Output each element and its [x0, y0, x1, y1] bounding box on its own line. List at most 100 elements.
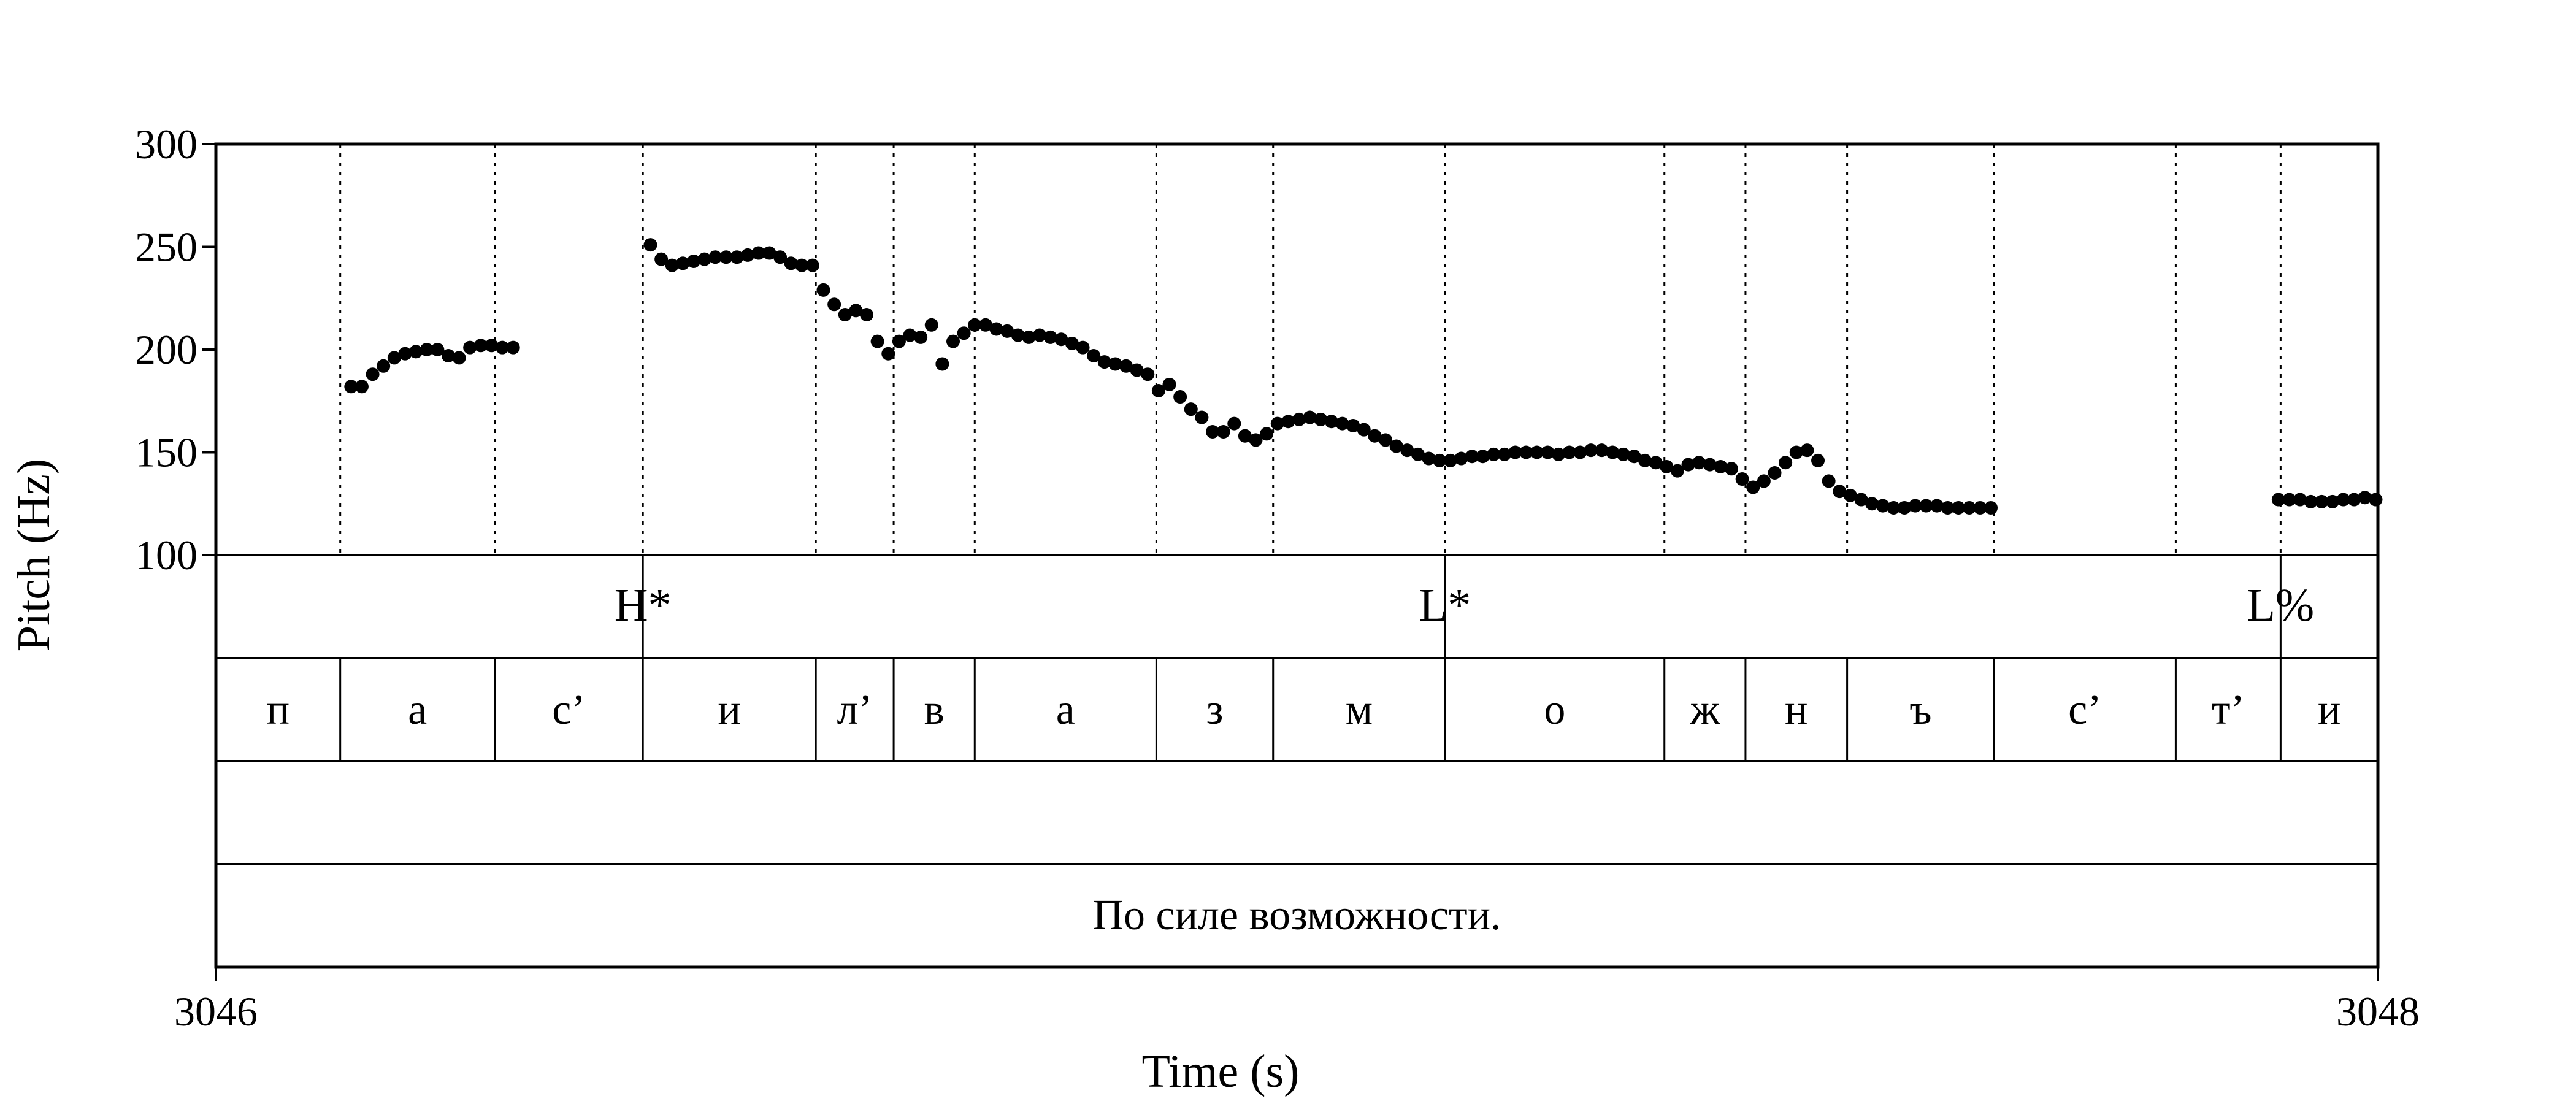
- pitch-point: [1800, 443, 1814, 458]
- pitch-point: [2347, 493, 2361, 507]
- pitch-point: [968, 318, 982, 332]
- pitch-point: [1714, 459, 1728, 473]
- segment-label: и: [718, 686, 740, 734]
- segment-label: и: [2318, 686, 2340, 734]
- pitch-point: [2369, 493, 2383, 507]
- pitch-point: [1552, 447, 1566, 461]
- pitch-point: [1962, 500, 1976, 515]
- pitch-point: [1249, 433, 1263, 447]
- pitch-point: [463, 340, 477, 355]
- pitch-point: [827, 297, 841, 312]
- pitch-point: [1681, 458, 1695, 472]
- pitch-point: [1973, 500, 1987, 515]
- pitch-point: [1789, 445, 1803, 459]
- y-tick-label: 250: [135, 224, 197, 270]
- pitch-point: [1930, 499, 1944, 513]
- pitch-point: [1735, 472, 1749, 486]
- pitch-point: [676, 256, 690, 270]
- pitch-point: [409, 345, 423, 359]
- pitch-point: [860, 308, 874, 322]
- pitch-point: [1400, 443, 1414, 458]
- pitch-point: [398, 347, 412, 361]
- segment-label: н: [1785, 686, 1807, 734]
- segment-label: с’: [552, 686, 585, 734]
- pitch-point: [2271, 493, 2285, 507]
- pitch-point: [1822, 474, 1836, 488]
- pitch-point: [387, 351, 401, 365]
- pitch-point: [1595, 443, 1609, 458]
- pitch-point: [914, 330, 928, 344]
- pitch-point: [441, 349, 455, 363]
- pitch-point: [1195, 410, 1209, 424]
- pitch-point: [366, 367, 380, 381]
- pitch-point: [935, 357, 949, 371]
- pitch-point: [1606, 445, 1620, 459]
- pitch-point: [1519, 445, 1533, 459]
- pitch-point: [1335, 416, 1349, 431]
- pitch-point: [1779, 456, 1793, 470]
- pitch-point: [1260, 427, 1274, 441]
- pitch-point: [816, 283, 830, 297]
- pitch-point: [1184, 402, 1198, 416]
- tone-label: L*: [1419, 580, 1471, 631]
- pitch-point: [1919, 499, 1933, 513]
- pitch-point: [1238, 429, 1252, 443]
- pitch-point: [2293, 493, 2307, 507]
- x-tick-label: 3046: [174, 988, 258, 1035]
- pitch-point: [1638, 453, 1652, 467]
- pitch-point: [1162, 377, 1176, 391]
- pitch-point: [741, 248, 755, 262]
- pitch-point: [2336, 493, 2350, 507]
- pitch-point: [1660, 459, 1674, 473]
- sentence-label: По силе возможности.: [1092, 892, 1501, 939]
- pitch-plot-area: [214, 142, 2380, 969]
- pitch-point: [1941, 500, 1955, 515]
- pitch-point: [1130, 363, 1144, 377]
- pitch-point: [344, 380, 358, 394]
- x-axis-title: Time (s): [1142, 1046, 1300, 1097]
- pitch-point: [1357, 423, 1371, 437]
- pitch-point: [473, 339, 488, 353]
- pitch-point: [1703, 458, 1717, 472]
- pitch-point: [1876, 499, 1890, 513]
- y-tick-label: 150: [135, 429, 197, 476]
- pitch-point: [431, 343, 445, 356]
- pitch-point: [1757, 474, 1771, 488]
- pitch-point: [2282, 493, 2296, 507]
- pitch-point: [978, 318, 992, 332]
- tone-label: L%: [2247, 580, 2315, 631]
- pitch-point: [1573, 445, 1587, 459]
- pitch-point: [784, 256, 798, 270]
- pitch-points: [344, 238, 2383, 515]
- pitch-point: [1065, 336, 1079, 350]
- pitch-point: [946, 334, 960, 348]
- segment-label: ъ: [1909, 686, 1931, 734]
- pitch-point: [1887, 500, 1901, 515]
- segment-label: ж: [1690, 686, 1720, 734]
- y-tick-label: 200: [135, 326, 197, 373]
- pitch-point: [762, 246, 776, 260]
- x-tick-label: 3048: [2336, 988, 2420, 1035]
- segment-label: м: [1346, 686, 1373, 734]
- pitch-point: [1054, 332, 1068, 347]
- pitch-point: [1984, 500, 1998, 515]
- pitch-point: [1508, 445, 1522, 459]
- segment-label: л’: [837, 686, 873, 734]
- pitch-point: [1692, 456, 1706, 470]
- pitch-point: [1379, 433, 1393, 447]
- pitch-point: [1865, 497, 1879, 511]
- pitch-point: [420, 343, 434, 356]
- pitch-point: [2325, 494, 2339, 508]
- segment-label: а: [1056, 686, 1075, 734]
- y-tick-label: 300: [135, 121, 197, 167]
- pitch-point: [1368, 429, 1382, 443]
- pitch-point: [1422, 451, 1436, 466]
- pitch-point: [1465, 450, 1479, 464]
- x-axis: 3046 3048: [174, 967, 2420, 1035]
- pitch-point: [1108, 357, 1122, 371]
- pitch-point: [805, 258, 819, 272]
- pitch-point: [730, 250, 744, 264]
- pitch-point: [1768, 466, 1782, 480]
- pitch-point: [654, 252, 669, 266]
- pitch-point: [1443, 453, 1457, 467]
